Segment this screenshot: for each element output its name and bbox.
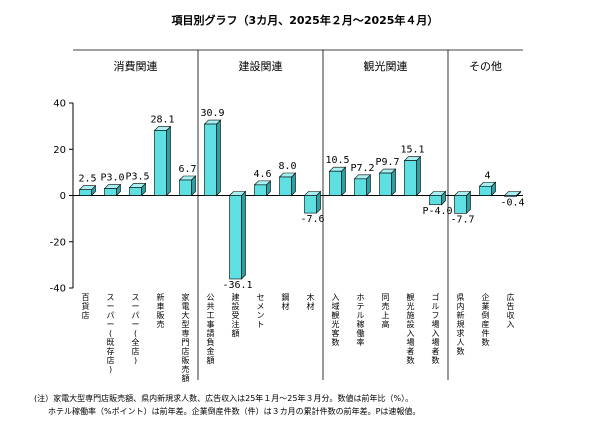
category-label: 鋼材 [282,292,290,311]
data-label: P-4.0 [422,206,452,217]
bar [379,172,392,196]
data-label: 30.9 [200,108,224,119]
y-tick-label: -40 [50,284,66,295]
category-label: スーパー(既存店) [107,293,115,374]
category-label: 広告収入 [507,292,515,329]
data-label: 28.1 [150,115,174,126]
group-label: その他 [469,60,502,73]
data-label: -7.7 [450,214,474,225]
data-label: 4 [484,170,490,181]
bar-side [166,125,171,197]
bar-side [216,119,221,197]
data-label: P7.2 [350,163,374,174]
bar [429,195,442,206]
footnote-line-2: ホテル稼働率（%ポイント）は前年差。企業倒産件数（件）は３カ月の累計件数の前年差… [48,407,421,416]
category-label: 家電大型専門店販売額 [182,292,190,383]
bar [304,195,317,214]
chart-title: 項目別グラフ（3カ月、2025年２月～2025年４月） [171,14,439,27]
category-label: 入域観光客数 [332,293,340,347]
y-tick-label: 40 [53,99,66,110]
bar-side [416,155,421,197]
bar [179,179,192,196]
data-label: 8.0 [278,161,296,172]
bar [404,160,417,196]
bar [104,188,117,196]
data-label: -7.6 [300,214,324,225]
bar [204,123,217,196]
bar-side [341,166,346,197]
data-label: -0.4 [500,197,524,208]
bar [129,187,142,196]
category-label: 建設受注額 [232,292,240,338]
y-tick-label: 0 [60,191,66,202]
bar [454,195,467,214]
data-label: P9.7 [375,157,399,168]
category-label: 公共工事請負金額 [207,293,215,365]
bar [79,189,92,196]
bar [504,195,517,197]
bar [329,170,342,196]
data-label: -36.1 [222,280,252,291]
data-label: 10.5 [325,155,349,166]
data-label: 4.6 [253,169,271,180]
category-label: 企業倒産件数 [482,292,490,347]
data-label: 6.7 [178,164,196,175]
bar [229,195,242,280]
bar [254,184,267,196]
bar [479,185,492,196]
category-label: 新車販売 [157,292,165,329]
bar [279,176,292,196]
category-label: 木材 [307,292,315,311]
data-label: 15.1 [400,145,424,156]
category-label: 観光施設入場者数 [407,292,415,365]
data-label: P3.5 [125,171,149,182]
footnote-line-1: (注）家電大型専門店販売額、県内新規求人数、広告収入は25年１月～25年３月分。… [34,394,414,403]
y-tick-label: 20 [53,145,66,156]
data-label: P3.0 [100,173,124,184]
category-label: スーパー(全店) [132,293,140,365]
data-label: 2.5 [78,174,96,185]
group-label: 建設関連 [239,59,283,73]
category-label: ゴルフ場入場者数 [432,292,440,365]
category-label: 百貨店 [82,293,90,320]
y-tick-label: -20 [50,237,66,248]
group-label: 消費関連 [114,59,158,73]
category-label: 県内新規求人数 [457,293,465,356]
bar [154,130,167,196]
category-label: ホテル稼働率 [357,293,365,347]
bar [354,178,367,196]
category-label: セメント [257,293,265,329]
group-label: 観光関連 [364,59,408,73]
category-label: 同売上高 [382,293,390,329]
bar-side [241,190,246,280]
bar-side [391,168,396,197]
